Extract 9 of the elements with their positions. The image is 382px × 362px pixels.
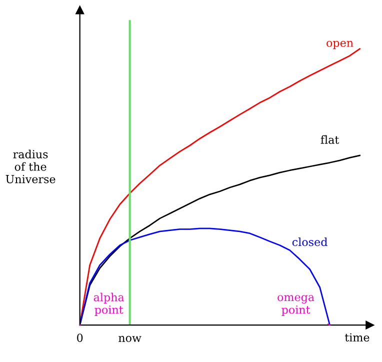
x-tick-label: 0 xyxy=(77,334,83,342)
y-axis-title: radius of the Universe xyxy=(6,150,56,184)
x-axis-title: time xyxy=(344,333,370,342)
annotation: omega point xyxy=(278,295,314,316)
series-label: open xyxy=(326,40,354,50)
series-label: flat xyxy=(320,135,340,144)
annotation: alpha point xyxy=(94,292,124,316)
series-label: closed xyxy=(292,238,328,246)
x-tick-label: now xyxy=(118,336,142,342)
